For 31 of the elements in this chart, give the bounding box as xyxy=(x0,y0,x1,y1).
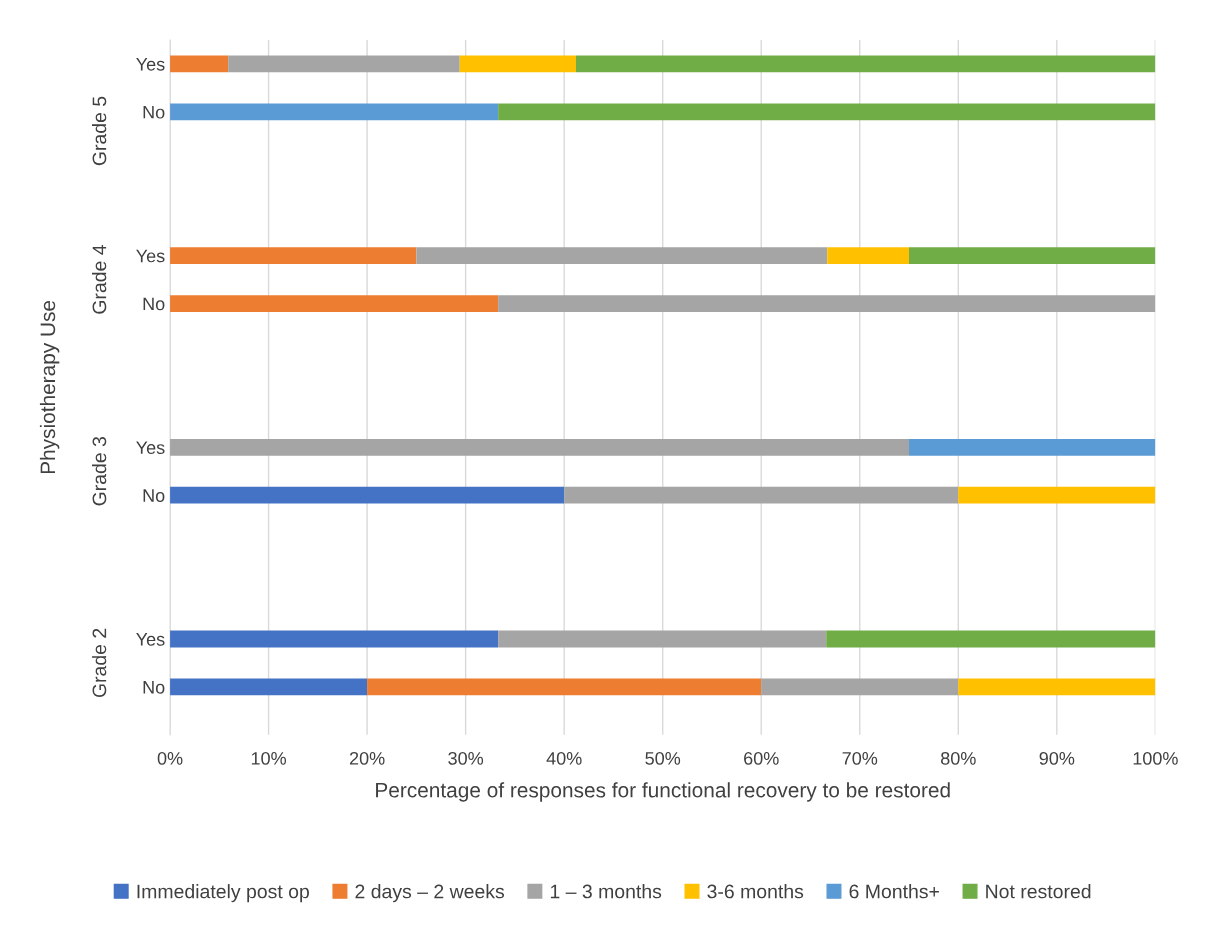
y-tick-label: Yes xyxy=(136,58,165,71)
legend-label: Immediately post op xyxy=(137,884,309,903)
y-axis-title: Physiotherapy Use xyxy=(39,300,60,474)
y-tick-label: No xyxy=(143,681,165,694)
x-tick-label: 40% xyxy=(546,751,582,765)
y-tick-label: Yes xyxy=(136,441,165,455)
text: Grade 2 xyxy=(92,628,107,698)
x-tick-label: 0% xyxy=(157,751,183,765)
y-tick-label: Yes xyxy=(136,249,165,263)
x-tick-label: 70% xyxy=(842,751,878,765)
text: Grade 4 xyxy=(92,245,107,314)
x-tick-label: 20% xyxy=(349,751,385,765)
x-tick-label: 60% xyxy=(744,751,779,765)
y-tick-label: No xyxy=(143,297,165,311)
legend-label: 1 – 3 months xyxy=(550,884,662,899)
text: Grade 5 xyxy=(92,96,107,166)
x-tick-label: 10% xyxy=(251,751,286,765)
legend-label: 3-6 months xyxy=(707,884,804,899)
legend-label: Not restored xyxy=(986,884,1091,899)
text: Grade 3 xyxy=(92,436,107,506)
x-tick-label: 90% xyxy=(1039,751,1075,765)
x-tick-label: 100% xyxy=(1133,751,1178,765)
y-tick-label: No xyxy=(143,489,165,502)
legend-label: 6 Months+ xyxy=(849,884,939,899)
x-tick-label: 80% xyxy=(941,751,976,765)
x-tick-label: 30% xyxy=(448,751,484,765)
x-axis-title: Percentage of responses for functional recovery to be restored xyxy=(376,782,950,802)
legend-label: 2 days – 2 weeks xyxy=(355,884,505,903)
y-tick-label: No xyxy=(143,105,165,119)
y-tick-label: Yes xyxy=(136,633,165,646)
x-tick-label: 50% xyxy=(645,751,681,765)
